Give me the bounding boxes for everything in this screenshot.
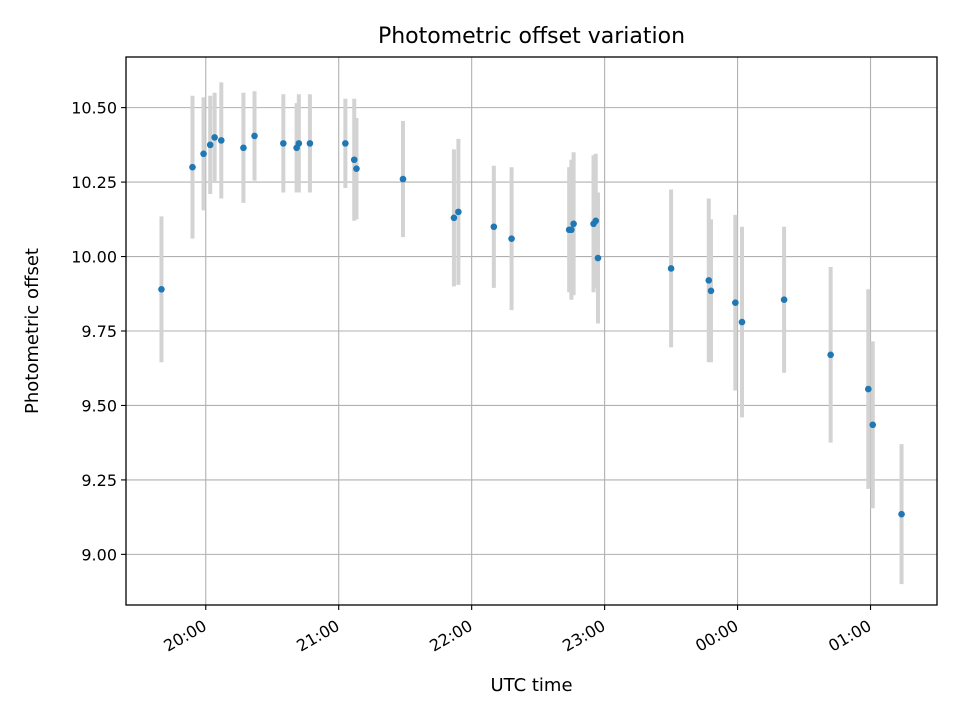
y-tick-label: 10.25 <box>71 173 117 192</box>
data-point <box>738 318 746 326</box>
data-points <box>158 132 905 518</box>
chart-title: Photometric offset variation <box>378 24 685 49</box>
data-point <box>450 214 458 222</box>
x-tick-label: 23:00 <box>559 616 608 656</box>
data-point <box>206 141 214 149</box>
data-point <box>217 137 225 144</box>
data-point <box>251 132 258 140</box>
data-point <box>295 140 303 147</box>
data-point <box>780 296 788 304</box>
data-point <box>570 220 577 228</box>
data-point <box>306 140 314 147</box>
data-point <box>865 385 872 393</box>
y-tick-label: 9.50 <box>81 396 117 415</box>
data-point <box>353 165 360 172</box>
data-point <box>399 175 407 183</box>
y-axis-label: Photometric offset <box>22 248 43 414</box>
data-point <box>667 265 675 272</box>
data-point <box>508 235 515 242</box>
data-point <box>342 140 349 147</box>
x-axis-label: UTC time <box>490 675 572 696</box>
data-point <box>240 144 247 152</box>
y-tick-label: 10.50 <box>71 99 117 118</box>
x-tick-label: 22:00 <box>426 616 475 656</box>
x-tick-label: 00:00 <box>692 616 741 656</box>
x-tick-label: 20:00 <box>160 616 209 656</box>
data-point <box>827 351 834 359</box>
y-tick-label: 9.25 <box>81 471 117 490</box>
data-point <box>158 286 165 293</box>
x-tick-label: 01:00 <box>825 616 874 656</box>
grid <box>126 57 937 605</box>
data-point <box>594 254 602 262</box>
x-tick-label: 21:00 <box>293 616 342 656</box>
data-point <box>732 299 739 307</box>
data-point <box>350 156 358 164</box>
data-point <box>898 510 905 518</box>
y-tick-label: 9.00 <box>81 545 117 564</box>
data-point <box>592 217 600 225</box>
y-tick-label: 9.75 <box>81 322 117 341</box>
data-point <box>200 150 207 158</box>
data-point <box>705 277 713 284</box>
error-bars <box>159 82 904 585</box>
data-point <box>568 226 575 234</box>
y-tick-label: 10.00 <box>71 248 117 267</box>
data-point <box>211 134 218 141</box>
data-point <box>707 287 715 295</box>
data-point <box>189 163 196 171</box>
data-point <box>869 421 877 429</box>
data-point <box>455 208 462 216</box>
data-point <box>490 223 498 231</box>
data-point <box>280 140 287 147</box>
